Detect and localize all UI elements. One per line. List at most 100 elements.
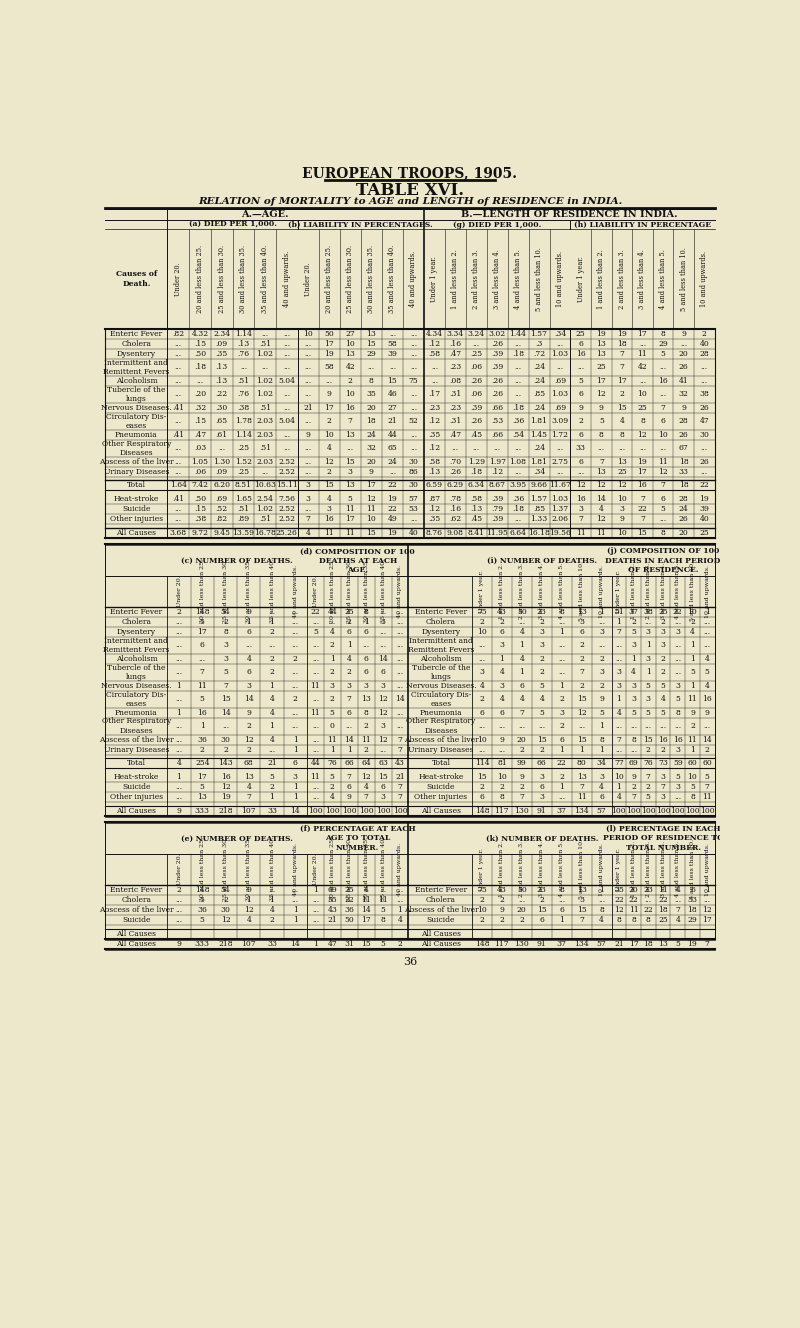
Text: 5: 5 [690,668,695,676]
Text: 18: 18 [643,940,653,948]
Text: 15: 15 [638,529,647,538]
Text: Abscess of the liver: Abscess of the liver [99,736,174,744]
Text: 7: 7 [364,793,369,801]
Text: .51: .51 [238,377,250,385]
Text: ...: ... [283,349,290,357]
Text: 9: 9 [326,390,332,398]
Text: 10: 10 [617,529,626,538]
Text: .15: .15 [194,340,206,348]
Text: 134: 134 [574,940,589,948]
Text: 143: 143 [218,760,233,768]
Text: 5: 5 [675,940,680,948]
Text: 36: 36 [344,906,354,914]
Text: Intermittent and
Remittent Fevers: Intermittent and Remittent Fevers [408,636,474,653]
Text: 6: 6 [499,709,504,717]
Text: .51: .51 [238,506,250,514]
Text: .03: .03 [194,444,206,452]
Text: .39: .39 [470,404,482,412]
Text: 3: 3 [675,745,680,753]
Text: 2: 2 [631,784,636,791]
Text: 5: 5 [646,709,650,717]
Text: 1: 1 [559,784,564,791]
Text: 11: 11 [310,681,320,689]
Text: 8.67: 8.67 [489,482,506,490]
Text: .35: .35 [215,349,228,357]
Text: 19: 19 [387,495,398,503]
Text: 77: 77 [614,760,624,768]
Text: ...: ... [598,895,605,904]
Text: 11: 11 [577,793,586,801]
Text: 5: 5 [381,906,386,914]
Text: ...: ... [645,618,652,625]
Text: ...: ... [174,349,182,357]
Text: .13: .13 [428,467,441,475]
Text: 44: 44 [327,608,337,616]
Text: 3: 3 [578,506,583,514]
Text: (h) LIABILITY IN PERCENTAGE: (h) LIABILITY IN PERCENTAGE [574,220,711,228]
Text: 5: 5 [705,668,710,676]
Text: 3 and less than 4.: 3 and less than 4. [661,841,666,898]
Text: 9.66: 9.66 [530,482,547,490]
Text: 8: 8 [499,793,504,801]
Text: ...: ... [704,722,710,730]
Text: ...: ... [659,444,666,452]
Text: .41: .41 [172,495,184,503]
Text: ...: ... [175,618,182,625]
Text: .23: .23 [450,364,462,372]
Text: 17: 17 [324,340,334,348]
Text: 4: 4 [270,736,274,744]
Text: .12: .12 [428,417,441,425]
Text: 9: 9 [369,467,374,475]
Text: ...: ... [558,895,566,904]
Text: 18: 18 [688,906,698,914]
Text: 16: 16 [638,482,647,490]
Text: 333: 333 [195,940,210,948]
Text: 20 and less than 25.: 20 and less than 25. [196,246,204,313]
Text: 2: 2 [223,895,228,904]
Text: .24: .24 [533,364,545,372]
Text: 6: 6 [578,340,583,348]
Text: ...: ... [174,467,182,475]
Text: 4: 4 [705,681,710,689]
Text: 7: 7 [348,417,353,425]
Text: 12: 12 [576,482,586,490]
Text: 15: 15 [643,736,653,744]
Text: 67: 67 [679,444,689,452]
Text: 25: 25 [638,404,647,412]
Text: 15: 15 [324,482,334,490]
Text: 27: 27 [346,329,355,337]
Text: 54: 54 [221,886,230,894]
Text: 5: 5 [599,709,604,717]
Text: 2: 2 [578,417,583,425]
Text: 2: 2 [631,618,636,625]
Text: 4: 4 [499,668,504,676]
Text: 66: 66 [537,760,546,768]
Text: 12: 12 [597,482,606,490]
Text: ...: ... [498,745,506,753]
Text: 11: 11 [366,506,376,514]
Text: 1.57: 1.57 [530,329,547,337]
Text: 15: 15 [477,773,487,781]
Text: 7: 7 [675,906,680,914]
Text: 11: 11 [658,458,668,466]
Text: ...: ... [659,515,666,523]
Text: 1 and less than 2.: 1 and less than 2. [631,563,636,619]
Text: 2 and less than 3.: 2 and less than 3. [646,563,651,619]
Text: ...: ... [174,458,182,466]
Text: 3 and less than 4.: 3 and less than 4. [539,841,544,898]
Text: 1.02: 1.02 [257,506,274,514]
Text: 30: 30 [409,458,418,466]
Text: ...: ... [704,895,710,904]
Text: 1.97: 1.97 [489,458,506,466]
Text: Dysentery: Dysentery [117,349,156,357]
Text: 2: 2 [539,895,544,904]
Text: Total: Total [127,482,146,490]
Text: ...: ... [410,515,417,523]
Text: 4: 4 [364,784,369,791]
Text: 117: 117 [494,940,510,948]
Text: ...: ... [478,655,486,663]
Text: 43: 43 [327,906,338,914]
Text: 35 and less than 40.: 35 and less than 40. [381,559,386,623]
Text: 7: 7 [223,681,228,689]
Text: 4: 4 [661,695,666,703]
